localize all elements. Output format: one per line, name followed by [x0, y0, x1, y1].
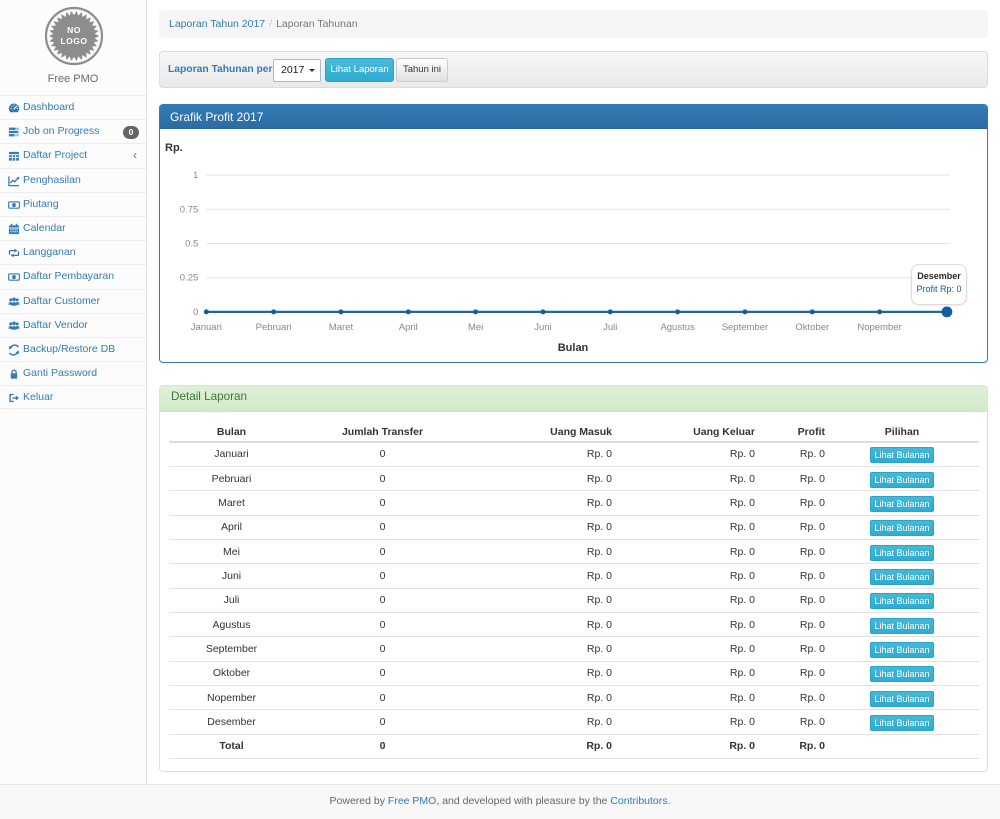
- svg-text:September: September: [722, 322, 768, 333]
- svg-text:April: April: [399, 322, 418, 333]
- svg-text:Bulan: Bulan: [558, 342, 589, 354]
- svg-text:0: 0: [193, 307, 198, 318]
- svg-text:Rp.: Rp.: [165, 142, 183, 154]
- svg-text:Oktober: Oktober: [795, 322, 829, 333]
- svg-text:Mei: Mei: [468, 322, 483, 333]
- svg-text:0.25: 0.25: [180, 273, 199, 284]
- svg-text:Agustus: Agustus: [660, 322, 695, 333]
- svg-text:Januari: Januari: [191, 322, 222, 333]
- svg-text:LOGO: LOGO: [60, 36, 87, 46]
- svg-text:1: 1: [193, 170, 198, 181]
- svg-text:NO: NO: [67, 25, 81, 35]
- svg-text:Juli: Juli: [603, 322, 617, 333]
- svg-text:Maret: Maret: [329, 322, 354, 333]
- svg-text:0.5: 0.5: [185, 239, 198, 250]
- svg-text:Pebruari: Pebruari: [256, 322, 292, 333]
- svg-text:Juni: Juni: [534, 322, 551, 333]
- svg-text:Nopember: Nopember: [857, 322, 901, 333]
- svg-text:0.75: 0.75: [180, 204, 199, 215]
